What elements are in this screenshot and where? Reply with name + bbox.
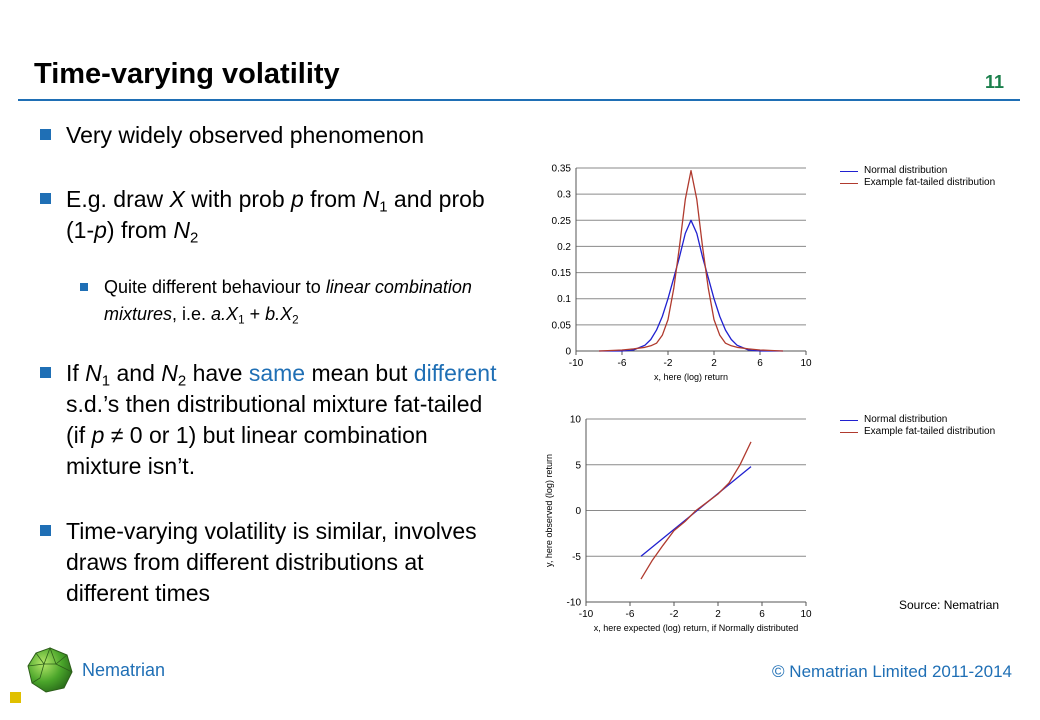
sub-bullet-text: Quite different behaviour to linear comb… <box>104 277 472 327</box>
bullet-text: Time-varying volatility is similar, invo… <box>66 518 477 606</box>
bullet-marker <box>40 525 51 536</box>
x-tick-label: -2 <box>664 358 673 369</box>
y-tick-label: -5 <box>572 552 581 563</box>
x-tick-label: 6 <box>757 358 763 369</box>
x-tick-label: 2 <box>711 358 717 369</box>
distribution-chart: 0 0.05 0.1 0.15 0.2 0.25 0.3 0.35 -10 -6 -2 2 6 10 x, … <box>552 164 812 383</box>
x-tick-label: 6 <box>759 609 765 620</box>
y-tick-label: 0.35 <box>552 164 572 175</box>
legend-line <box>840 171 858 172</box>
bullet-text: Very widely observed phenomenon <box>66 122 425 148</box>
sub-bullet-marker <box>80 283 88 291</box>
footer-copyright: © Nematrian Limited 2011-2014 <box>772 662 1012 681</box>
bullet-marker <box>40 129 51 140</box>
x-tick-label: 2 <box>715 609 721 620</box>
x-axis-label: x, here expected (log) return, if Normal… <box>594 623 799 633</box>
corner-marker <box>10 692 21 703</box>
bullet-marker <box>40 193 51 204</box>
y-tick-label: -10 <box>567 598 582 609</box>
title-divider <box>18 99 1020 101</box>
x-tick-label: -6 <box>618 358 627 369</box>
y-tick-label: 0.1 <box>557 294 571 305</box>
y-tick-label: 0.05 <box>552 320 572 331</box>
x-tick-label: 10 <box>800 609 812 620</box>
y-tick-label: 0.3 <box>557 190 571 201</box>
x-tick-label: 10 <box>800 358 812 369</box>
y-tick-label: 0.2 <box>557 242 571 253</box>
bullet-marker <box>40 367 51 378</box>
x-tick-label: -6 <box>626 609 635 620</box>
y-tick-label: 5 <box>575 460 581 471</box>
y-tick-label: 0 <box>565 347 571 358</box>
x-axis-label: x, here (log) return <box>654 372 728 382</box>
source-note: Source: Nematrian <box>899 598 1000 612</box>
y-tick-label: 0.25 <box>552 216 572 227</box>
series-line-normal <box>599 219 783 352</box>
y-tick-label: 0 <box>575 506 581 517</box>
series-line-fat-tailed <box>640 441 752 580</box>
y-tick-label: 0.15 <box>552 268 572 279</box>
slide-title: Time-varying volatility <box>34 58 340 90</box>
x-tick-label: -10 <box>569 358 584 369</box>
nematrian-logo-icon[interactable] <box>26 646 74 694</box>
y-axis-label: y, here observed (log) return <box>544 454 554 567</box>
slide-number: 11 <box>984 72 1004 92</box>
legend-line <box>840 183 858 184</box>
x-tick-label: -2 <box>670 609 679 620</box>
legend-line <box>840 432 858 433</box>
footer-brand[interactable]: Nematrian <box>82 660 166 680</box>
y-tick-label: 10 <box>570 415 582 426</box>
bullet-text: If N1 and N2 have same mean but differen… <box>66 360 497 479</box>
series-line-normal <box>640 466 752 557</box>
legend-line <box>840 420 858 421</box>
series-line-fat-tailed <box>598 169 784 352</box>
bullet-text: E.g. draw X with prob p from N1 and prob… <box>66 186 485 247</box>
x-tick-label: -10 <box>579 609 594 620</box>
